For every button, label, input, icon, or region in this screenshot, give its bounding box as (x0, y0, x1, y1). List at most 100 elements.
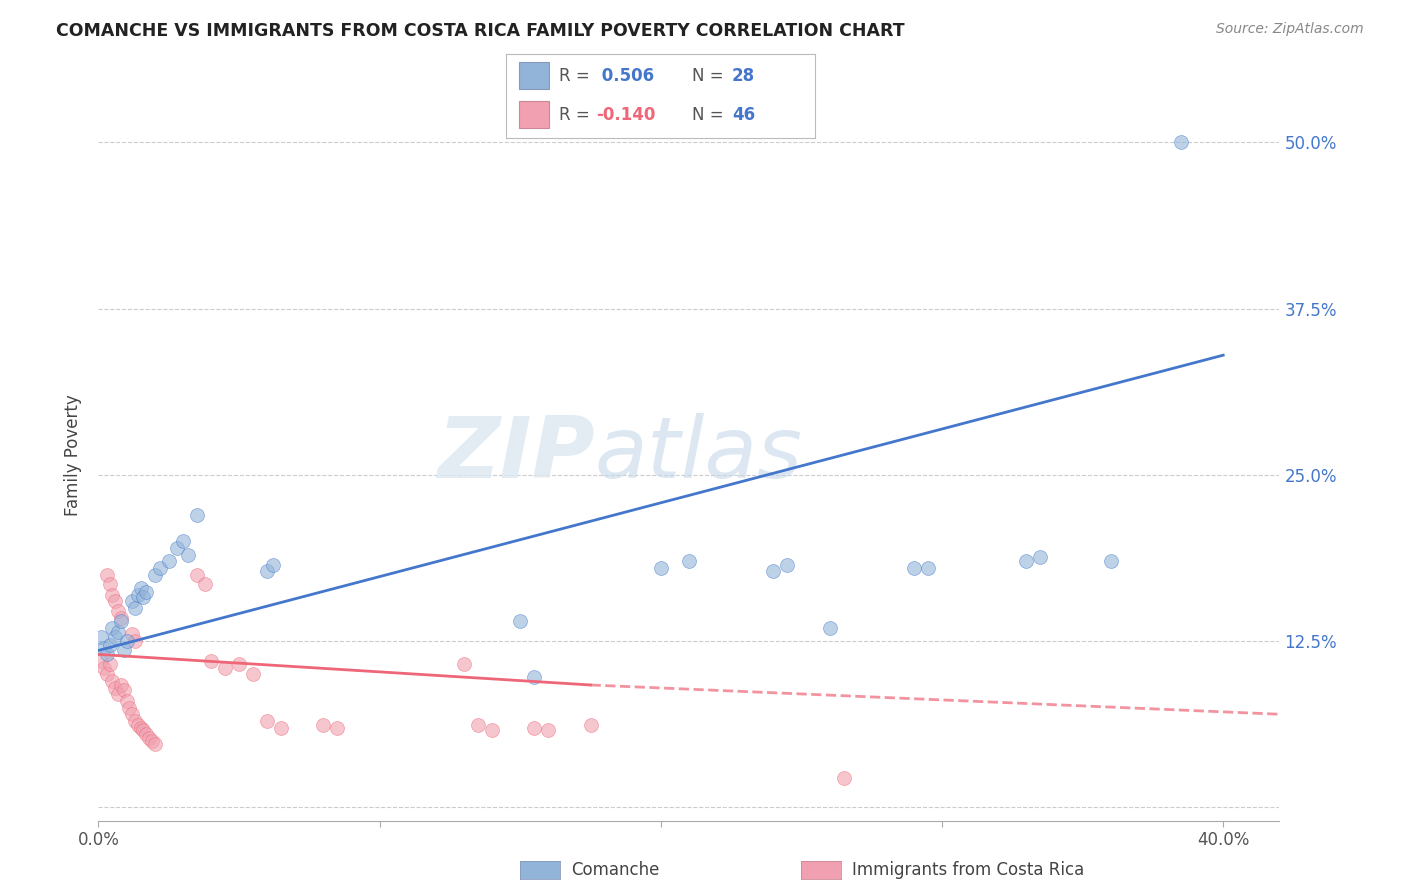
Point (118, 700, 141, 714)
Point (93, 661, 115, 675)
Point (98, 657, 121, 671)
Point (98, 638, 121, 652)
Text: -0.140: -0.140 (596, 105, 655, 123)
Point (523, 721, 546, 735)
Point (104, 630, 127, 644)
Point (121, 627, 143, 641)
Point (776, 558, 799, 573)
FancyBboxPatch shape (519, 62, 550, 89)
Text: R =: R = (558, 105, 595, 123)
Point (256, 714, 278, 728)
Point (132, 591, 155, 605)
Text: ZIP: ZIP (437, 413, 595, 497)
Point (115, 694, 138, 708)
Point (121, 707, 143, 722)
Point (104, 594, 127, 608)
Point (453, 657, 475, 671)
Point (186, 567, 208, 582)
Point (312, 718, 335, 732)
Point (124, 714, 146, 728)
Point (143, 737, 166, 751)
Point (124, 634, 146, 648)
Text: Source: ZipAtlas.com: Source: ZipAtlas.com (1216, 22, 1364, 37)
Point (650, 561, 672, 575)
Point (1099, 554, 1122, 568)
Text: 28: 28 (733, 67, 755, 85)
Point (138, 731, 160, 746)
Point (523, 670, 546, 684)
FancyBboxPatch shape (519, 101, 550, 128)
Point (110, 678, 132, 692)
Text: N =: N = (692, 105, 728, 123)
Text: atlas: atlas (595, 413, 803, 497)
Point (101, 621, 124, 635)
Point (270, 721, 292, 735)
Point (135, 585, 157, 599)
Point (579, 718, 602, 732)
Point (90, 654, 112, 668)
Point (96, 667, 118, 681)
Point (214, 661, 236, 675)
Point (107, 624, 129, 639)
Point (96, 567, 118, 582)
Point (228, 657, 250, 671)
Point (141, 734, 163, 748)
Point (115, 634, 138, 648)
Point (98, 577, 121, 591)
Point (107, 687, 129, 701)
Point (326, 721, 349, 735)
Point (917, 561, 939, 575)
Text: COMANCHE VS IMMIGRANTS FROM COSTA RICA FAMILY POVERTY CORRELATION CHART: COMANCHE VS IMMIGRANTS FROM COSTA RICA F… (56, 22, 905, 40)
Point (121, 594, 143, 608)
Point (262, 558, 284, 573)
Point (110, 614, 132, 628)
Point (818, 621, 841, 635)
Point (90, 630, 112, 644)
Point (166, 541, 188, 555)
Y-axis label: Family Poverty: Family Poverty (65, 394, 83, 516)
Text: 46: 46 (733, 105, 755, 123)
Point (143, 567, 166, 582)
Text: R =: R = (558, 67, 595, 85)
Point (256, 564, 278, 578)
Point (172, 534, 194, 549)
Point (127, 718, 149, 732)
Text: Immigrants from Costa Rica: Immigrants from Costa Rica (852, 861, 1084, 879)
Point (194, 577, 217, 591)
Point (200, 654, 222, 668)
Point (1029, 550, 1052, 565)
Point (110, 611, 132, 625)
Point (127, 588, 149, 602)
Text: N =: N = (692, 67, 728, 85)
Point (678, 554, 700, 568)
Point (101, 673, 124, 688)
Point (104, 681, 127, 695)
Text: 0.506: 0.506 (596, 67, 654, 85)
Point (537, 723, 560, 738)
Point (177, 548, 200, 562)
Point (1015, 554, 1038, 568)
Point (96, 648, 118, 662)
Point (135, 727, 157, 741)
Point (762, 564, 785, 578)
Point (1170, 136, 1192, 150)
Point (832, 771, 855, 785)
Point (112, 683, 135, 698)
Point (242, 667, 264, 681)
Point (129, 581, 152, 595)
Text: Comanche: Comanche (571, 861, 659, 879)
Point (903, 561, 925, 575)
Point (101, 588, 124, 602)
Point (124, 600, 146, 615)
Point (107, 603, 129, 617)
Point (186, 508, 208, 522)
Point (149, 561, 172, 575)
Point (509, 614, 531, 628)
Point (93, 640, 115, 655)
Point (112, 643, 135, 657)
Point (467, 718, 489, 732)
Point (132, 723, 155, 738)
Point (129, 721, 152, 735)
Point (157, 554, 180, 568)
Point (481, 723, 503, 738)
